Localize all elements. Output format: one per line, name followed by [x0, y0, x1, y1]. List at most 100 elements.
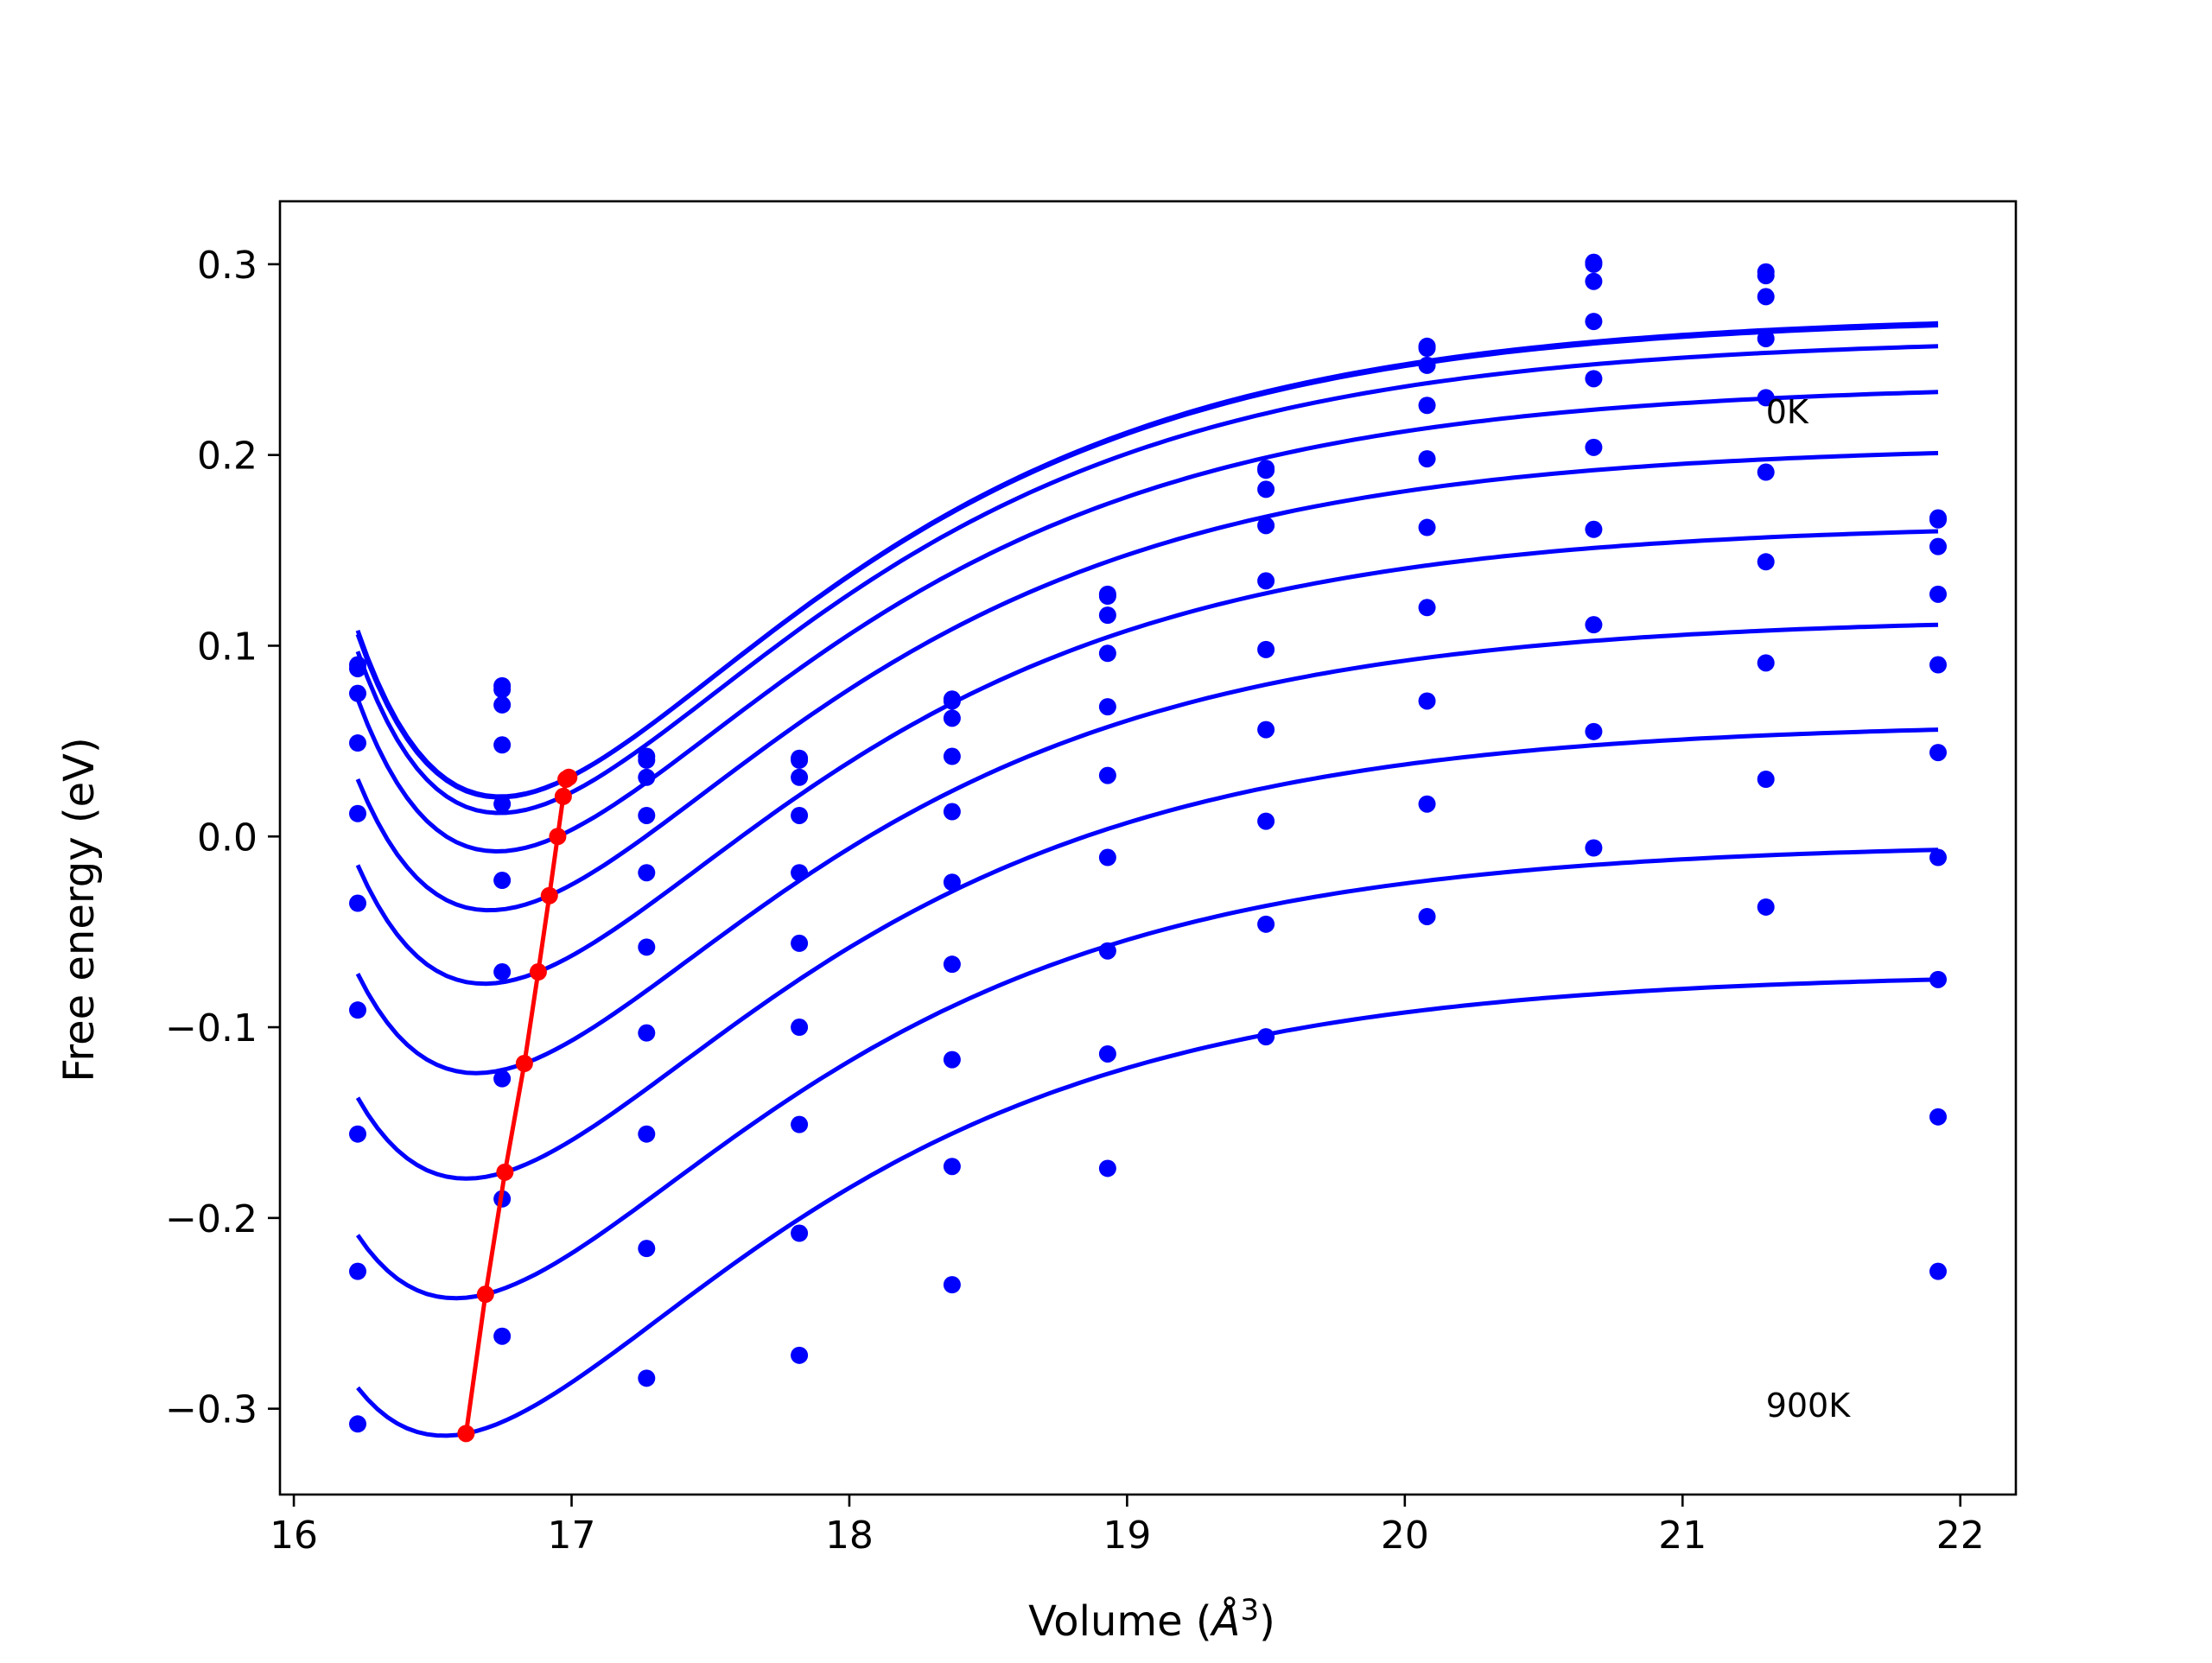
fit-curve — [355, 727, 1939, 1181]
data-point — [493, 872, 512, 890]
data-point — [1418, 397, 1436, 415]
data-point — [1757, 771, 1775, 789]
data-point — [1929, 970, 1947, 988]
data-point — [349, 684, 367, 702]
data-point — [943, 1158, 961, 1176]
y-axis-label: Free energy (eV) — [55, 737, 104, 1082]
minimum-point — [560, 768, 578, 786]
data-point — [1757, 288, 1775, 306]
data-point — [791, 1019, 809, 1037]
data-point — [943, 1050, 961, 1069]
minimum-point — [476, 1285, 494, 1304]
data-point — [1757, 463, 1775, 481]
data-point — [1418, 599, 1436, 617]
data-point — [638, 751, 656, 769]
data-point — [349, 1001, 367, 1019]
data-point — [349, 1262, 367, 1280]
data-point — [1585, 370, 1603, 388]
data-point — [943, 955, 961, 974]
data-point — [1257, 640, 1275, 658]
x-tick-label: 17 — [548, 1514, 596, 1558]
data-point — [1418, 907, 1436, 925]
y-tick-label: 0.1 — [197, 625, 257, 669]
data-point — [349, 894, 367, 912]
fit-curve — [355, 451, 1939, 913]
data-point — [943, 803, 961, 821]
y-tick-label: −0.3 — [165, 1388, 257, 1432]
x-axis-label: Volume (Å3) — [1028, 1593, 1275, 1646]
data-point — [1098, 1159, 1116, 1177]
y-tick-label: 0.3 — [197, 244, 257, 288]
data-point — [1257, 461, 1275, 479]
data-point — [1929, 585, 1947, 603]
data-point — [791, 864, 809, 882]
data-point — [1585, 839, 1603, 857]
data-point — [1418, 450, 1436, 468]
data-point — [1418, 518, 1436, 536]
data-point — [638, 938, 656, 956]
data-point — [1257, 480, 1275, 498]
data-point — [1757, 553, 1775, 571]
data-point — [1418, 356, 1436, 374]
data-point — [1257, 720, 1275, 739]
data-point — [1929, 1108, 1947, 1126]
y-tick-label: −0.2 — [165, 1197, 257, 1241]
x-tick-label: 20 — [1381, 1514, 1429, 1558]
data-point — [1098, 698, 1116, 716]
data-point — [493, 963, 512, 981]
y-tick-label: 0.2 — [197, 435, 257, 479]
y-tick-label: 0.0 — [197, 816, 257, 860]
data-point — [791, 751, 809, 769]
data-point — [349, 1415, 367, 1433]
data-points — [349, 253, 1947, 1433]
data-point — [1418, 692, 1436, 710]
minimum-point — [540, 886, 558, 904]
minimum-point — [554, 787, 572, 805]
x-tick-label: 18 — [825, 1514, 874, 1558]
fit-curve — [355, 622, 1939, 1076]
data-point — [791, 1346, 809, 1364]
data-point — [493, 1070, 512, 1088]
data-point — [1257, 517, 1275, 535]
data-point — [493, 795, 512, 813]
minima-line — [463, 775, 570, 1434]
data-point — [1585, 313, 1603, 331]
data-point — [1585, 255, 1603, 273]
data-point — [1098, 644, 1116, 663]
y-tick-label: −0.1 — [165, 1006, 257, 1050]
data-point — [638, 1369, 656, 1387]
data-point — [1757, 898, 1775, 916]
x-tick-label: 22 — [1936, 1514, 1985, 1558]
fit-curve — [355, 529, 1939, 987]
data-point — [1585, 616, 1603, 634]
plot-area-frame — [278, 200, 2018, 1496]
data-point — [943, 709, 961, 727]
data-point — [638, 1125, 656, 1143]
data-point — [1929, 656, 1947, 674]
data-point — [1257, 812, 1275, 830]
data-point — [791, 1115, 809, 1133]
data-point — [1929, 744, 1947, 762]
data-point — [943, 873, 961, 892]
data-point — [1098, 587, 1116, 606]
fit-curve — [355, 390, 1939, 854]
data-point — [1929, 511, 1947, 529]
fit-curve — [356, 977, 1939, 1438]
data-point — [1098, 606, 1116, 625]
annotation-label: 900K — [1766, 1387, 1852, 1425]
data-point — [638, 864, 656, 882]
minimum-point — [549, 828, 567, 846]
data-point — [1757, 267, 1775, 285]
data-point — [1098, 766, 1116, 784]
minimum-point — [529, 963, 547, 981]
data-point — [1585, 722, 1603, 740]
data-point — [1585, 272, 1603, 290]
data-point — [349, 1125, 367, 1143]
y-axis-ticks: −0.3 −0.2 −0.1 0.0 0.1 0.2 0.3 — [165, 244, 280, 1432]
data-point — [493, 681, 512, 699]
data-point — [1585, 438, 1603, 456]
data-point — [943, 1276, 961, 1294]
data-point — [1257, 915, 1275, 933]
